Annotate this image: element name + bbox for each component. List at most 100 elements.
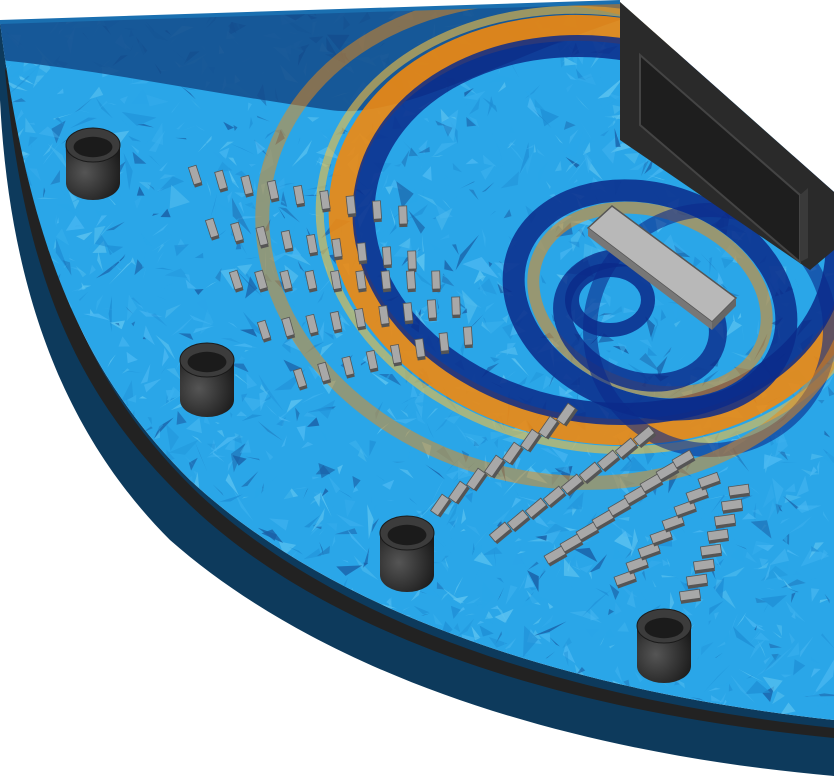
mesh-triangle	[780, 535, 788, 544]
mesh-triangle	[140, 232, 153, 247]
mesh-triangle	[331, 535, 336, 547]
mesh-triangle	[212, 484, 224, 496]
mesh-triangle	[166, 368, 181, 380]
mesh-triangle	[211, 652, 227, 666]
mesh-triangle	[439, 234, 450, 240]
mesh-triangle	[62, 571, 80, 590]
mesh-triangle	[274, 626, 286, 642]
mesh-triangle	[626, 590, 636, 608]
mesh-triangle	[805, 37, 813, 44]
mesh-triangle	[658, 449, 667, 457]
mesh-triangle	[182, 680, 209, 690]
mesh-triangle	[54, 181, 80, 214]
mesh-triangle	[251, 2, 255, 8]
mesh-triangle	[281, 683, 288, 688]
mesh-triangle	[517, 574, 527, 592]
mesh-triangle	[477, 275, 486, 282]
mesh-triangle	[185, 619, 206, 629]
mesh-triangle	[728, 449, 740, 460]
mesh-triangle	[780, 702, 796, 715]
mesh-triangle	[660, 309, 667, 322]
mesh-triangle	[89, 86, 104, 100]
mesh-triangle	[273, 485, 294, 501]
smd-component-icon	[341, 355, 355, 379]
mesh-triangle	[160, 364, 168, 375]
mesh-triangle	[6, 392, 14, 407]
mesh-triangle	[340, 313, 351, 327]
mesh-triangle	[10, 684, 26, 687]
mesh-triangle	[183, 454, 195, 467]
mesh-triangle	[39, 523, 50, 534]
mesh-triangle	[657, 494, 668, 520]
mesh-triangle	[819, 598, 830, 604]
mesh-triangle	[308, 365, 321, 380]
smd-component-icon	[365, 349, 379, 373]
mesh-triangle	[348, 309, 357, 312]
mesh-triangle	[160, 727, 171, 735]
mesh-triangle	[548, 372, 557, 388]
mesh-triangle	[468, 313, 484, 329]
mesh-triangle	[313, 492, 321, 508]
smd-component-icon	[204, 217, 220, 241]
mesh-triangle	[227, 157, 237, 166]
mesh-triangle	[569, 129, 579, 145]
mesh-triangle	[239, 439, 252, 453]
mesh-triangle	[29, 475, 46, 477]
mesh-triangle	[164, 581, 192, 588]
mesh-triangle	[730, 674, 756, 704]
mesh-triangle	[155, 334, 176, 360]
mesh-triangle	[74, 98, 93, 113]
mesh-triangle	[672, 306, 678, 322]
mesh-triangle	[762, 686, 775, 703]
mesh-triangle	[612, 547, 624, 559]
mesh-triangle	[443, 174, 451, 191]
mesh-triangle	[483, 181, 494, 193]
mesh-triangle	[187, 653, 195, 664]
mesh-triangle	[481, 581, 495, 610]
mesh-triangle	[244, 256, 259, 260]
mesh-triangle	[780, 87, 799, 107]
mesh-triangle	[70, 266, 85, 274]
mesh-triangle	[146, 183, 155, 191]
mesh-triangle	[824, 593, 830, 604]
mesh-triangle	[53, 483, 62, 491]
mesh-triangle	[662, 346, 672, 358]
mesh-triangle	[22, 154, 31, 159]
mesh-triangle	[341, 559, 349, 563]
smd-component-icon	[279, 269, 293, 293]
mesh-triangle	[512, 722, 534, 734]
mesh-triangle	[409, 282, 432, 290]
mesh-triangle	[0, 643, 28, 662]
mesh-triangle	[370, 492, 373, 505]
mesh-triangle	[300, 667, 319, 686]
mesh-triangle	[51, 471, 68, 487]
mesh-triangle	[169, 696, 179, 707]
mesh-triangle	[3, 79, 28, 92]
mesh-triangle	[822, 511, 830, 523]
mesh-triangle	[728, 15, 735, 18]
mesh-triangle	[535, 535, 547, 541]
mesh-triangle	[461, 308, 468, 314]
mesh-triangle	[204, 141, 209, 150]
mesh-triangle	[151, 223, 169, 237]
mesh-triangle	[146, 641, 159, 663]
mesh-triangle	[315, 666, 322, 675]
mesh-triangle	[0, 181, 8, 190]
mesh-triangle	[186, 417, 202, 434]
mesh-triangle	[175, 137, 187, 140]
mesh-triangle	[131, 297, 143, 307]
mesh-triangle	[809, 466, 817, 477]
mesh-triangle	[157, 251, 164, 264]
mesh-triangle	[229, 411, 233, 419]
mesh-triangle	[297, 712, 315, 720]
mesh-triangle	[411, 267, 435, 288]
mesh-triangle	[430, 478, 445, 505]
mesh-triangle	[709, 601, 724, 615]
mesh-triangle	[243, 272, 254, 285]
mesh-triangle	[606, 286, 611, 288]
mesh-triangle	[414, 385, 425, 419]
mesh-triangle	[118, 191, 122, 197]
mesh-triangle	[644, 536, 650, 542]
mesh-triangle	[472, 542, 475, 556]
mesh-triangle	[352, 446, 361, 452]
